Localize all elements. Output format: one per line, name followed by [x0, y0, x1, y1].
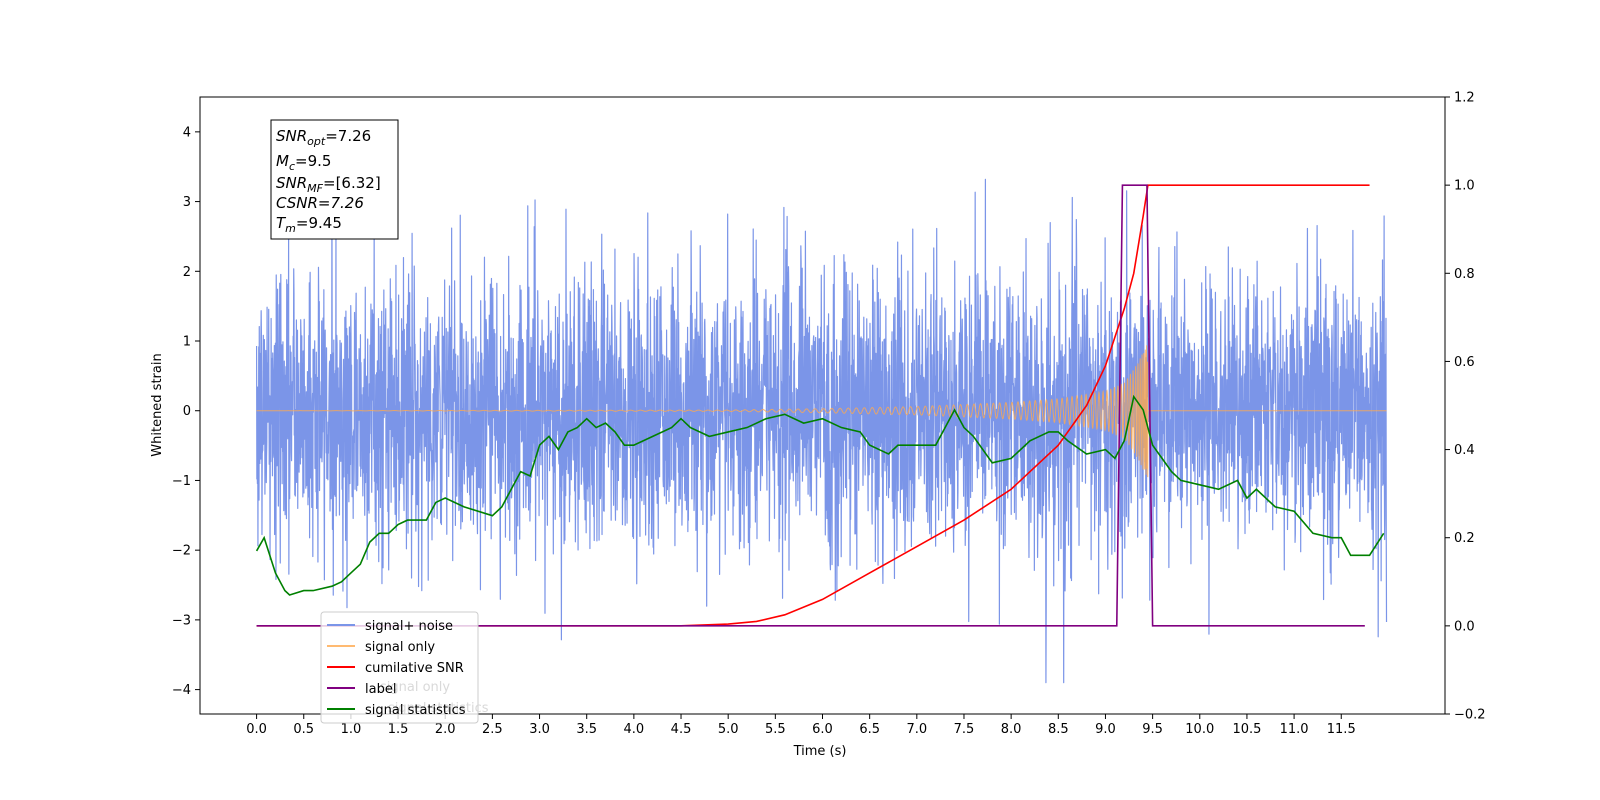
x-tick-label: 2.0: [435, 722, 456, 737]
y2-tick-label: 0.8: [1454, 267, 1475, 282]
x-tick-label: 4.5: [671, 722, 692, 737]
x-tick-label: 9.5: [1142, 722, 1163, 737]
x-tick-label: 1.0: [341, 722, 362, 737]
y-tick-label: 0: [183, 404, 191, 419]
x-tick-label: 0.5: [293, 722, 314, 737]
legend-ghost-text-1: signal only: [380, 680, 450, 695]
x-axis: 0.0 0.5 1.0 1.5 2.0 2.5 3.0 3.5 4.0 4.5 5.0 5.5 6.0 6…: [246, 714, 1356, 737]
y2-tick-label: −0.2: [1454, 708, 1486, 723]
series-line-signal-only: [256, 345, 1387, 478]
legend-ghost-text-2: signal statistics: [388, 701, 489, 716]
legend-label-label: label: [365, 682, 396, 697]
y2-tick-label: 1.0: [1454, 179, 1475, 194]
legend-label-cumulative-snr: cumilative SNR: [365, 661, 464, 676]
series-line-signal-statistics: [255, 394, 1385, 596]
x-tick-label: 0.0: [246, 722, 267, 737]
legend-label-signal-only: signal only: [365, 640, 435, 655]
x-tick-label: 6.0: [812, 722, 833, 737]
x-tick-label: 7.0: [906, 722, 927, 737]
x-tick-label: 11.5: [1327, 722, 1356, 737]
x-tick-label: 8.5: [1048, 722, 1069, 737]
legend-frame: [320, 611, 479, 724]
y-tick-label: 3: [183, 195, 191, 210]
x-tick-label: 3.0: [529, 722, 550, 737]
x-tick-label: 2.5: [482, 722, 503, 737]
y-tick-label: −3: [172, 613, 191, 628]
info-box: SNRopt=7.26 Mc=9.5 SNRMF=[6.32] CSNR=7.2…: [270, 119, 399, 240]
y-tick-label: 1: [183, 335, 191, 350]
info-csnr: CSNR=7.26: [276, 194, 364, 212]
x-tick-label: 3.5: [576, 722, 597, 737]
x-axis-label: Time (s): [793, 744, 847, 759]
x-tick-label: 7.5: [954, 722, 975, 737]
y2-tick-label: 0.0: [1454, 619, 1475, 634]
x-tick-label: 10.5: [1232, 722, 1261, 737]
y-tick-label: −1: [172, 474, 191, 489]
y2-tick-label: 0.6: [1454, 355, 1475, 370]
x-tick-label: 5.5: [765, 722, 786, 737]
x-tick-label: 8.0: [1001, 722, 1022, 737]
y2-tick-label: 1.2: [1454, 91, 1475, 106]
info-box-frame: [270, 119, 399, 240]
legend-label-signal-noise: signal+ noise: [365, 619, 453, 634]
info-snr-opt: SNRopt=7.26: [276, 127, 371, 148]
legend: signal only signal statistics signal+ no…: [320, 611, 489, 724]
y-tick-label: −2: [172, 544, 191, 559]
info-chirp-mass: Mc=9.5: [276, 152, 331, 173]
x-tick-label: 10.0: [1185, 722, 1214, 737]
x-tick-label: 5.0: [718, 722, 739, 737]
plot-content: [255, 178, 1388, 684]
y-axis-right: 1.2 1.0 0.8 0.6 0.4 0.2 0.0 −0.2: [1445, 91, 1486, 723]
x-tick-label: 6.5: [859, 722, 880, 737]
y2-tick-label: 0.4: [1454, 443, 1475, 458]
y-tick-label: 4: [183, 125, 191, 140]
info-merger-time: Tm=9.45: [276, 214, 342, 235]
y-axis-left: 4 3 2 1 0 −1 −2 −3 −4: [172, 125, 200, 698]
x-tick-label: 9.0: [1095, 722, 1116, 737]
y2-tick-label: 0.2: [1454, 531, 1475, 546]
series-line-label: [256, 184, 1365, 627]
x-tick-label: 1.5: [388, 722, 409, 737]
series-line-cumulative-snr: [256, 184, 1370, 627]
y-tick-label: 2: [183, 265, 191, 280]
x-tick-label: 4.0: [624, 722, 645, 737]
info-snr-mf: SNRMF=[6.32]: [276, 174, 381, 195]
x-tick-label: 11.0: [1280, 722, 1309, 737]
y-axis-label: Whitened strain: [150, 353, 165, 456]
y-tick-label: −4: [172, 683, 191, 698]
series-line-signal-noise: [255, 178, 1388, 684]
legend-label-signal-statistics: signal statistics: [365, 703, 466, 718]
